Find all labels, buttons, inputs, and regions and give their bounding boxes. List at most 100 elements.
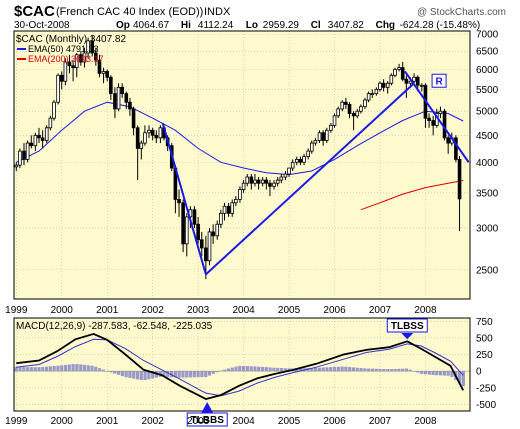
candle-body (454, 137, 458, 160)
histogram-bar (393, 368, 397, 372)
candle-body (363, 99, 367, 108)
x-tick-label: 2005 (278, 416, 301, 427)
candle (256, 177, 261, 190)
candle-body (18, 150, 22, 166)
candle (420, 83, 424, 92)
candle-body (124, 93, 129, 103)
candle-body (101, 71, 106, 74)
histogram-bar (166, 371, 170, 377)
candle-body (184, 216, 189, 245)
date-label: 30-Oct-2008 (14, 20, 70, 31)
candle-body (105, 71, 110, 78)
histogram-bar (147, 371, 151, 380)
ohlc-value-1: 4112.24 (198, 20, 234, 31)
candle (215, 220, 220, 240)
candle-body (71, 65, 75, 69)
price-tick-label: 4000 (476, 158, 499, 169)
candle (378, 81, 382, 92)
histogram-bar (56, 365, 60, 372)
candle-body (241, 182, 246, 190)
histogram-bar (389, 369, 393, 372)
candle-body (351, 113, 356, 117)
histogram-bar (196, 371, 200, 378)
candle-body (400, 67, 405, 80)
candle (222, 202, 227, 221)
histogram-bar (461, 371, 465, 387)
candle (181, 199, 185, 253)
candle-body (211, 231, 215, 237)
candle (120, 83, 125, 98)
ohlc-label-3: Cl (311, 20, 321, 31)
histogram-bar (264, 367, 268, 372)
candle-body (222, 205, 227, 214)
histogram-bar (139, 371, 143, 381)
candle (192, 206, 197, 229)
candle-body (154, 134, 159, 139)
candle (431, 115, 435, 136)
histogram-bar (63, 364, 68, 372)
candle-body (446, 137, 450, 144)
x-tick-label: 2008 (414, 416, 437, 427)
candle-body (234, 199, 238, 204)
candle (82, 47, 87, 68)
histogram-bar (234, 366, 238, 372)
candle-body (245, 176, 250, 184)
histogram-bar (370, 368, 375, 372)
candle (302, 153, 306, 166)
ema50-line (16, 101, 464, 176)
ohlc-value-4: -624.28 (-15.48%) (400, 20, 481, 31)
histogram-bar (442, 371, 446, 376)
candle-body (264, 179, 269, 184)
candle-body (385, 82, 390, 88)
candle-body (143, 132, 147, 144)
candle (366, 91, 371, 103)
candle (381, 79, 386, 92)
histogram-bar (207, 371, 212, 376)
candle-body (199, 239, 204, 249)
candle (446, 135, 450, 154)
candle (158, 125, 163, 144)
candle-body (272, 182, 276, 187)
candle-body (22, 150, 26, 160)
candle (283, 170, 288, 181)
candle-body (207, 231, 212, 262)
candle (344, 97, 348, 109)
histogram-bar (310, 367, 314, 372)
index-name: (French CAC 40 Index (EOD)) (56, 6, 203, 18)
x-tick-label: 2007 (369, 416, 392, 427)
candle (71, 60, 75, 82)
candle (79, 51, 83, 66)
histogram-bar (276, 367, 280, 372)
candle (150, 127, 155, 141)
candle (143, 125, 147, 146)
ohlc-label-1: Hi (181, 20, 191, 31)
candle (272, 180, 276, 190)
candle (370, 89, 375, 98)
ohlc-value-3: 3407.82 (328, 20, 365, 31)
candle (253, 173, 257, 187)
candle-body (120, 86, 125, 95)
x-tick-label: 2005 (278, 305, 301, 316)
candle-body (355, 110, 360, 117)
x-tick-label: 2007 (369, 305, 392, 316)
candle-body (336, 108, 340, 117)
histogram-bar (457, 371, 462, 384)
candle (321, 130, 325, 146)
candle (260, 177, 265, 187)
candle-body (420, 84, 424, 87)
candle-body (442, 110, 447, 139)
price-y-axis: 7000 6500 6000 5500 5000 4500 4000 3500 3000 2500 (476, 30, 499, 277)
exchange-label: INDX (204, 6, 231, 18)
candle-body (415, 76, 420, 86)
candle (226, 202, 231, 217)
candle-body (25, 142, 30, 160)
histogram-bar (211, 371, 215, 374)
x-tick-label: 2004 (232, 305, 255, 316)
x-tick-label: 1999 (5, 305, 28, 316)
macd-tick-label: -250 (476, 383, 496, 394)
histogram-bar (22, 367, 26, 372)
histogram-bar (298, 368, 303, 372)
candle-body (287, 167, 291, 175)
macd-grid (14, 318, 470, 411)
